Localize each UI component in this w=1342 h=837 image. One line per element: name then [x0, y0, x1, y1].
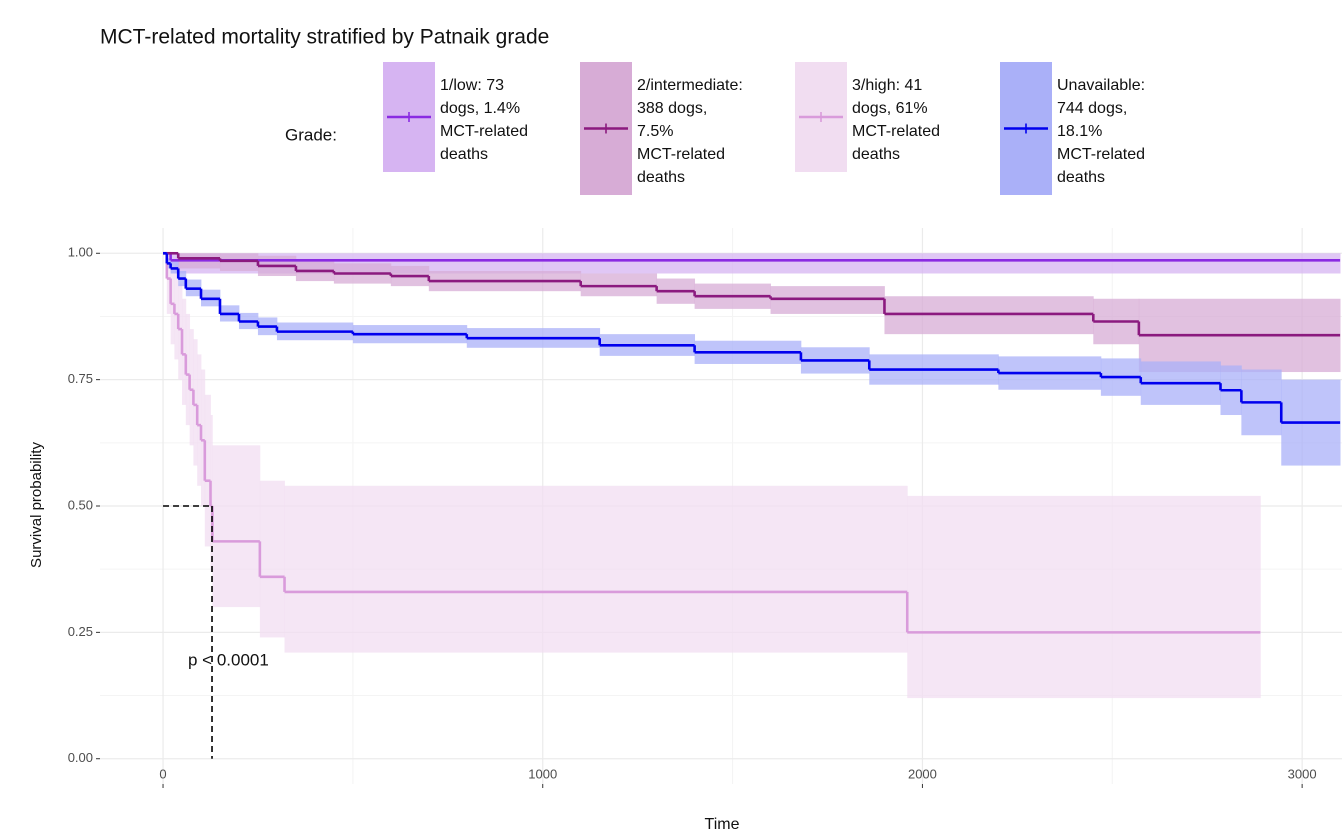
confidence-band	[166, 253, 172, 314]
y-tick-label: 0.00	[68, 750, 93, 765]
lines	[163, 251, 1341, 634]
confidence-band	[204, 394, 211, 547]
x-axis-label: Time	[705, 816, 740, 833]
confidence-band	[182, 298, 187, 405]
y-tick-label: 0.75	[68, 371, 93, 386]
y-tick-label: 0.25	[68, 624, 93, 639]
p-value: p < 0.0001	[188, 650, 269, 669]
x-tick-label: 0	[159, 766, 166, 781]
confidence-band	[170, 253, 1341, 274]
y-tick-label: 0.50	[68, 497, 93, 512]
confidence-band	[189, 329, 194, 446]
confidence-band	[212, 445, 261, 608]
confidence-band	[907, 495, 1261, 699]
confidence-band	[197, 354, 202, 486]
x-tick-label: 1000	[528, 766, 557, 781]
x-tick-label: 2000	[908, 766, 937, 781]
confidence-band	[178, 283, 183, 380]
confidence-band	[259, 480, 285, 638]
chart-title: MCT-related mortality stratified by Patn…	[100, 26, 549, 49]
confidence-band	[185, 313, 191, 426]
x-tick-label: 3000	[1288, 766, 1317, 781]
bands	[166, 253, 1341, 699]
y-axis-label: Survival probability	[28, 442, 45, 568]
legend-title: Grade:	[285, 125, 337, 144]
confidence-band	[193, 339, 198, 466]
confidence-band	[201, 369, 206, 506]
legend-label: Unavailable: 744 dogs, 18.1% MCT-related…	[1057, 77, 1146, 186]
y-tick-label: 1.00	[68, 245, 93, 260]
legend-label: 3/high: 41 dogs, 61% MCT-related deaths	[852, 77, 941, 163]
confidence-band	[284, 485, 908, 653]
legend-label: 2/intermediate: 388 dogs, 7.5% MCT-relat…	[637, 77, 743, 186]
legend-label: 1/low: 73 dogs, 1.4% MCT-related deaths	[440, 77, 529, 163]
confidence-band	[174, 273, 179, 360]
